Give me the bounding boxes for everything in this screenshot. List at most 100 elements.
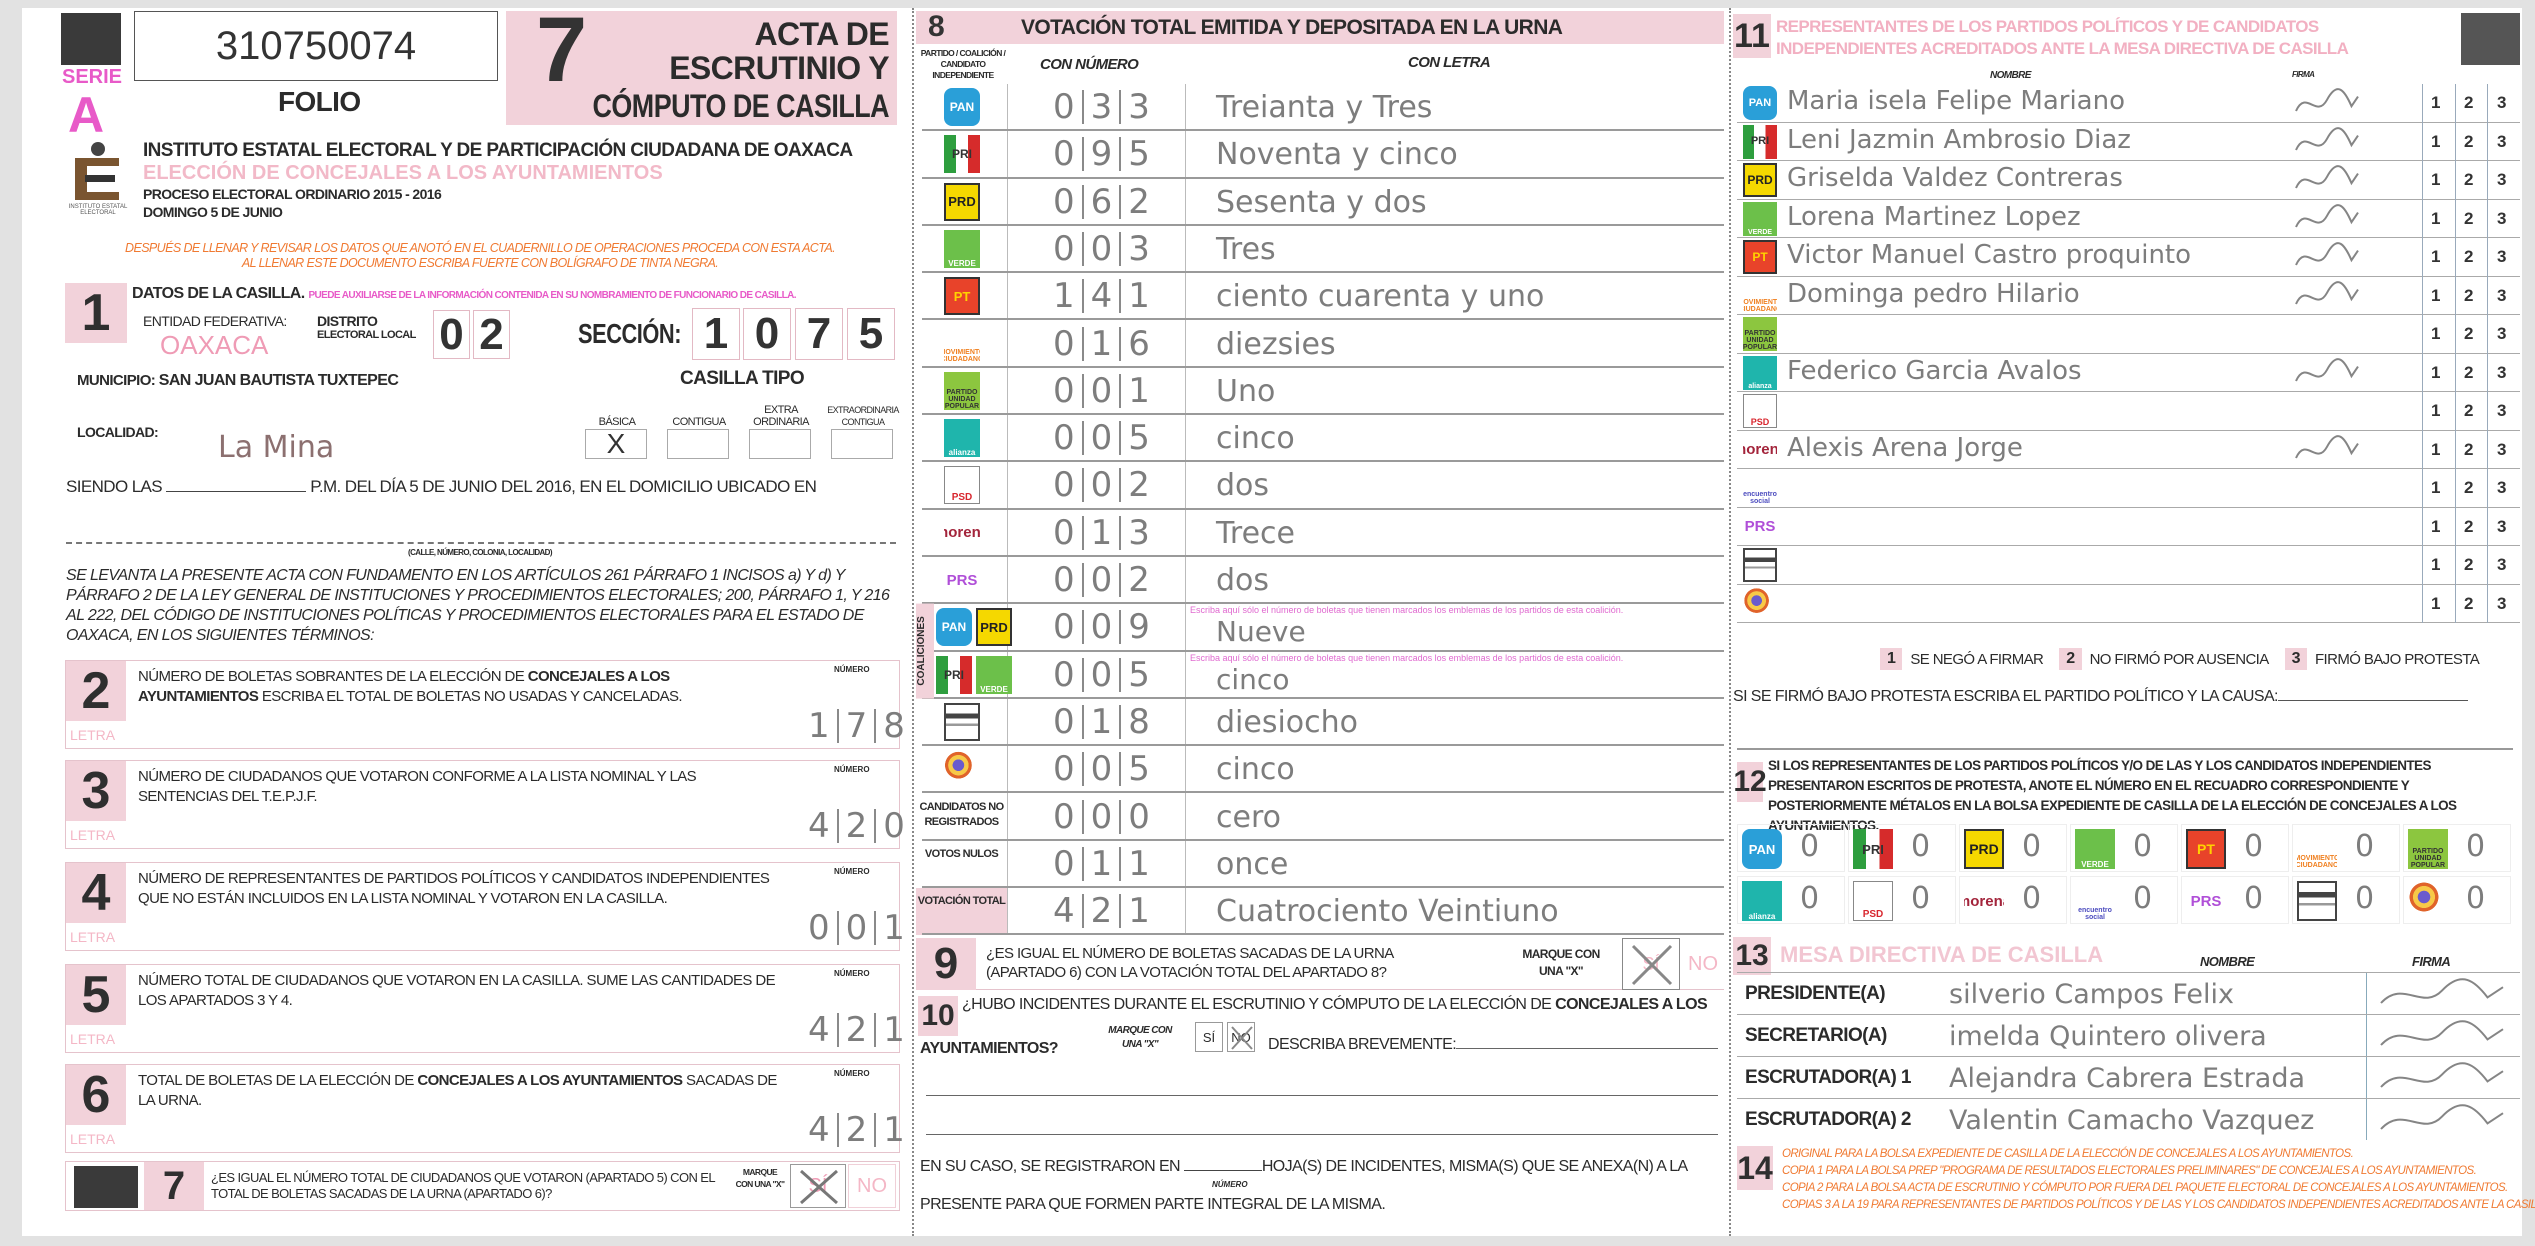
address-line[interactable]: [66, 542, 896, 544]
protest-count[interactable]: 0: [1911, 881, 1931, 916]
option-3[interactable]: 3: [2497, 555, 2507, 574]
casilla-type-checkbox[interactable]: [749, 429, 811, 459]
option-1[interactable]: 1: [2431, 478, 2441, 497]
digit: 4: [808, 1010, 830, 1050]
protest-count[interactable]: 0: [2022, 881, 2042, 916]
option-3[interactable]: 3: [2497, 247, 2507, 266]
option-3[interactable]: 3: [2497, 516, 2507, 536]
option-2[interactable]: 2: [2464, 362, 2474, 382]
option-3[interactable]: 3: [2497, 131, 2507, 151]
option-2[interactable]: 2: [2464, 555, 2474, 574]
total-highlight: [916, 888, 1007, 936]
section-3: 3 NÚMERO DE CIUDADANOS QUE VOTARON CONFOR…: [65, 760, 905, 849]
option-2[interactable]: 2: [2464, 93, 2474, 112]
option-1[interactable]: 1: [2431, 285, 2441, 305]
logo-caption: INSTITUTO ESTATAL ELECTORAL: [68, 204, 128, 216]
protest-prompt: SI SE FIRMÓ BAJO PROTESTA ESCRIBA EL PAR…: [1733, 688, 2278, 705]
sheets-caption: NÚMERO: [1212, 1180, 1248, 1189]
protest-count[interactable]: 0: [2133, 881, 2153, 916]
option-1[interactable]: 1: [2431, 555, 2441, 574]
copy-line: COPIA 2 PARA LA BOLSA ACTA DE ESCRUTINIO…: [1782, 1182, 2508, 1194]
letra-label: LETRA: [70, 827, 116, 843]
section-10-no-checkbox[interactable]: NO: [1227, 1022, 1255, 1052]
option-3[interactable]: 3: [2497, 593, 2507, 613]
casilla-type-checkbox[interactable]: [667, 429, 729, 459]
option-2[interactable]: 2: [2464, 208, 2474, 228]
psd-logo-icon: PSD: [944, 466, 980, 505]
option-3[interactable]: 3: [2497, 362, 2507, 382]
protest-count[interactable]: 0: [2133, 829, 2153, 864]
representative-row: PARTIDO UNIDAD POPULAR 1 2 3: [1737, 315, 2520, 354]
protest-count[interactable]: 0: [2355, 881, 2375, 916]
option-2[interactable]: 2: [2464, 593, 2474, 613]
row-divider: [1737, 198, 2520, 200]
describe-line-3[interactable]: [926, 1134, 1718, 1135]
time-blank[interactable]: [166, 491, 307, 492]
option-2[interactable]: 2: [2464, 285, 2474, 305]
option-1[interactable]: 1: [2431, 208, 2441, 228]
option-1[interactable]: 1: [2431, 170, 2441, 189]
protest-cause-input[interactable]: [2277, 700, 2468, 701]
option-2[interactable]: 2: [2464, 324, 2474, 343]
describe-input[interactable]: [1456, 1048, 1719, 1049]
digit: 8: [1119, 704, 1157, 739]
describe-line-2[interactable]: [926, 1095, 1718, 1096]
section-9-no-checkbox[interactable]: NO: [1688, 952, 1718, 975]
option-1[interactable]: 1: [2431, 439, 2441, 459]
protest-count[interactable]: 0: [2466, 881, 2486, 916]
option-1[interactable]: 1: [2431, 324, 2441, 343]
option-2[interactable]: 2: [2464, 247, 2474, 266]
protest-count[interactable]: 0: [2355, 829, 2375, 864]
section-10-si-checkbox[interactable]: SÍ: [1195, 1022, 1223, 1052]
coalitions-label: COALICIONES: [916, 604, 934, 699]
option-2[interactable]: 2: [2464, 478, 2474, 497]
option-3[interactable]: 3: [2497, 285, 2507, 305]
option-3[interactable]: 3: [2497, 401, 2507, 420]
protest-entry: alianza 0: [1737, 876, 1845, 924]
option-1[interactable]: 1: [2431, 93, 2441, 112]
option-2[interactable]: 2: [2464, 439, 2474, 459]
option-2[interactable]: 2: [2464, 401, 2474, 420]
protest-count[interactable]: 0: [2244, 829, 2264, 864]
option-3[interactable]: 3: [2497, 439, 2507, 459]
sheets-count-input[interactable]: [1183, 1170, 1262, 1171]
option-1[interactable]: 1: [2431, 131, 2441, 151]
pt-logo-icon: PT: [2186, 829, 2226, 869]
protest-count[interactable]: 0: [2244, 881, 2264, 916]
protest-count[interactable]: 0: [1911, 829, 1931, 864]
option-1[interactable]: 1: [2431, 516, 2441, 536]
section-9-si-checkbox[interactable]: SÍ: [1622, 938, 1680, 990]
option-1[interactable]: 1: [2431, 401, 2441, 420]
section-7-no-checkbox[interactable]: NO: [848, 1164, 896, 1208]
protest-entry: VERDE 0: [2070, 824, 2178, 872]
digit: 0: [1053, 370, 1075, 411]
option-1[interactable]: 1: [2431, 362, 2441, 382]
option-3[interactable]: 3: [2497, 208, 2507, 228]
option-1[interactable]: 1: [2431, 593, 2441, 613]
protest-count[interactable]: 0: [1800, 881, 1820, 916]
casilla-type-checkbox[interactable]: [831, 429, 893, 459]
prs-logo-icon: PRS: [2186, 881, 2226, 921]
seccion-digit-2: 0: [743, 308, 791, 360]
option-2[interactable]: 2: [2464, 516, 2474, 536]
protest-count[interactable]: 0: [2022, 829, 2042, 864]
option-2[interactable]: 2: [2464, 170, 2474, 189]
option-3[interactable]: 3: [2497, 478, 2507, 497]
digit: 9: [1119, 610, 1157, 645]
digit: 3: [1119, 231, 1157, 266]
option-3[interactable]: 3: [2497, 324, 2507, 343]
option-3[interactable]: 3: [2497, 93, 2507, 112]
section-7-si-checkbox[interactable]: SÍ: [790, 1164, 846, 1208]
option-3[interactable]: 3: [2497, 170, 2507, 189]
section-13-number: 13: [1733, 937, 1771, 975]
digit: 0: [1081, 610, 1120, 645]
digit: 0: [1053, 843, 1075, 884]
option-2[interactable]: 2: [2464, 131, 2474, 151]
representative-row: morena Alexis Arena Jorge 1 2 3: [1737, 431, 2520, 469]
casilla-type-checkbox[interactable]: X: [585, 429, 647, 459]
section-11-title: REPRESENTANTES DE LOS PARTIDOS POLÍTICOS…: [1776, 16, 2349, 60]
protest-count[interactable]: 0: [2466, 829, 2486, 864]
option-1[interactable]: 1: [2431, 247, 2441, 266]
protest-count[interactable]: 0: [1800, 829, 1820, 864]
